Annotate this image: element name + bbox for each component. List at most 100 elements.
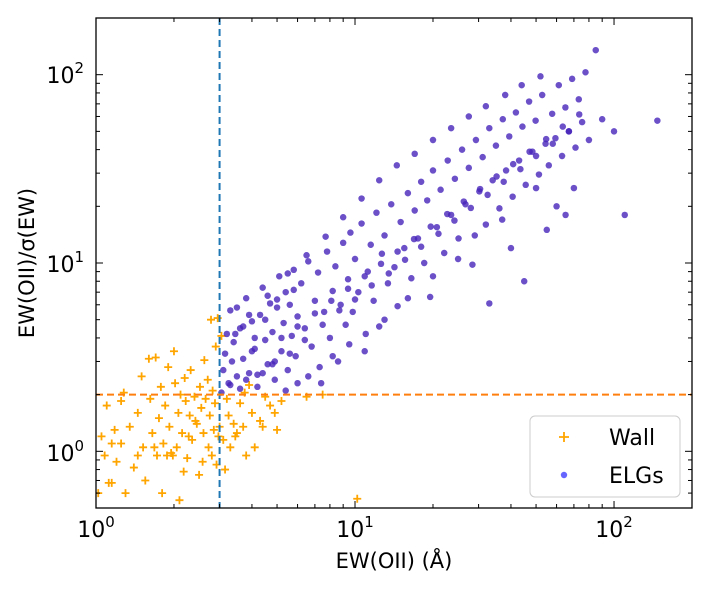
- wall-point-75: [250, 443, 259, 452]
- elg-point-overlay-155: [232, 330, 239, 338]
- ticks-layer: [95, 17, 693, 509]
- wall-point-32: [172, 443, 181, 452]
- wall-point-67: [226, 443, 235, 452]
- elg-point-overlay-133: [543, 226, 550, 234]
- wall-point-76: [256, 416, 265, 425]
- elg-point-overlay-196: [278, 334, 285, 342]
- elg-point-overlay-18: [264, 361, 271, 368]
- elg-point-overlay-44: [332, 263, 339, 270]
- wall-point-10: [121, 489, 130, 498]
- wall-point-22: [154, 414, 163, 423]
- elg-point-overlay-205: [427, 223, 434, 230]
- elg-point-overlay-22: [273, 304, 281, 311]
- elg-point-overlay-78: [433, 223, 441, 231]
- elg-point-overlay-145: [329, 352, 336, 360]
- elg-point-overlay-51: [349, 308, 356, 316]
- elg-point-overlay-62: [381, 232, 388, 239]
- elg-point-overlay-149: [282, 387, 289, 394]
- elg-point-overlay-208: [476, 185, 484, 193]
- wall-point-57: [209, 425, 218, 434]
- elg-point-overlay-73: [417, 178, 425, 185]
- elg-point-overlay-147: [305, 373, 312, 380]
- elg-point-overlay-14: [254, 383, 261, 391]
- wall-point-74: [247, 408, 256, 417]
- legend-wall-plus: [559, 432, 569, 442]
- elg-point-overlay-152: [248, 348, 256, 355]
- elg-point-overlay-116: [562, 104, 569, 111]
- elg-point-overlay-61: [378, 250, 386, 257]
- elg-point-overlay-200: [344, 285, 352, 292]
- y-tick-label-2: 102: [46, 59, 84, 89]
- elg-point-overlay-10: [242, 295, 250, 302]
- elg-point-overlay-162: [339, 214, 347, 221]
- elg-point-overlay-45: [334, 358, 342, 365]
- elg-point-overlay-50: [347, 229, 354, 236]
- wall-point-40: [185, 411, 194, 420]
- elg-point-overlay-179: [301, 336, 309, 344]
- elg-point-overlay-83: [451, 175, 459, 182]
- elg-point-overlay-101: [512, 109, 520, 116]
- elg-point-overlay-164: [376, 177, 383, 184]
- elg-point-overlay-217: [261, 316, 269, 323]
- wall-point-92: [163, 451, 172, 460]
- elg-point-overlay-148: [294, 379, 301, 387]
- wall-point-48: [199, 429, 208, 438]
- elg-point-overlay-207: [460, 198, 467, 205]
- elg-point-overlay-184: [385, 270, 392, 277]
- wall-point-26: [161, 401, 170, 410]
- wall-point-12: [129, 463, 138, 472]
- elg-point-overlay-38: [314, 269, 322, 276]
- elg-point-overlay-19: [266, 300, 274, 307]
- wall-point-46: [195, 382, 204, 391]
- x-tick-label-2: 102: [595, 513, 633, 543]
- wall-point-73: [245, 380, 254, 389]
- elg-point-overlay-99: [506, 133, 513, 140]
- elg-point-overlay-102: [515, 157, 523, 164]
- elg-point-overlay-187: [435, 230, 442, 237]
- elg-point-overlay-60: [376, 323, 383, 330]
- wall-point-65: [219, 435, 228, 444]
- elg-point-overlay-168: [447, 124, 455, 132]
- elg-point-overlay-134: [570, 184, 578, 192]
- elg-point-overlay-215: [242, 376, 250, 383]
- elg-point-overlay-108: [535, 171, 543, 178]
- elg-point-overlay-197: [294, 323, 301, 330]
- wall-point-68: [229, 419, 238, 428]
- y-tick-label-0: 100: [46, 437, 84, 467]
- elg-point-overlay-214: [576, 111, 583, 118]
- elg-point-overlay-126: [610, 128, 618, 135]
- reference-lines-layer: [96, 18, 692, 508]
- wall-point-24: [158, 489, 167, 498]
- wall-point-25: [159, 439, 168, 448]
- elg-point-overlay-194: [549, 140, 556, 147]
- wall-point-18: [146, 394, 155, 403]
- wall-point-79: [270, 408, 279, 417]
- x-tick-label-0: 100: [77, 513, 115, 543]
- elg-point-overlay-173: [537, 73, 544, 80]
- elg-point-overlay-64: [388, 201, 395, 208]
- elg-point-overlay-57: [367, 241, 374, 248]
- wall-point-93: [191, 416, 200, 425]
- legend-marker-wall: [559, 432, 569, 442]
- wall-point-27: [164, 363, 173, 372]
- elg-point-overlay-71: [411, 207, 418, 214]
- elg-point-overlay-130: [486, 300, 493, 307]
- elg-point-overlay-132: [507, 244, 515, 252]
- elg-point-overlay-37: [311, 297, 319, 304]
- elg-point-overlay-58: [370, 297, 377, 304]
- elg-point-overlay-180: [319, 321, 326, 328]
- elg-point-overlay-35: [305, 258, 312, 265]
- elg-point-overlay-128: [654, 117, 661, 124]
- elg-point-overlay-11: [245, 369, 253, 377]
- wall-point-62: [214, 432, 223, 441]
- elg-point-overlay-9: [239, 355, 247, 362]
- elg-point-overlay-169: [465, 113, 473, 120]
- elg-point-overlay-91: [479, 153, 486, 161]
- wall-point-84: [150, 443, 159, 452]
- elg-point-overlay-68: [401, 244, 408, 252]
- elg-point-overlay-76: [426, 293, 434, 301]
- elg-point-overlay-211: [526, 148, 533, 155]
- wall-point-7: [112, 457, 121, 466]
- wall-point-70: [236, 399, 245, 408]
- legend-label-wall: Wall: [609, 426, 655, 451]
